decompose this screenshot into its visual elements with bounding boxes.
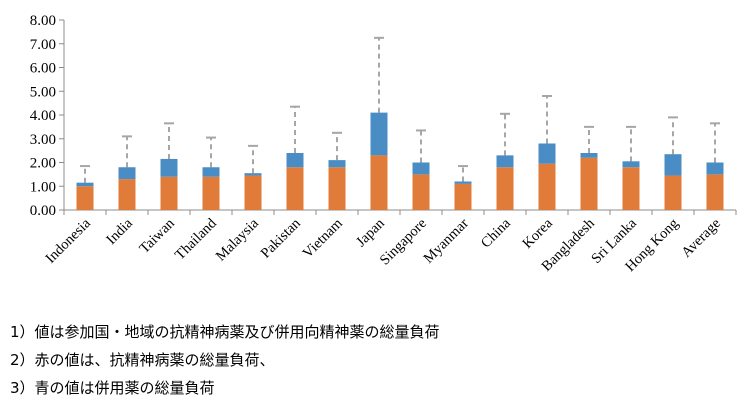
bar-concomitant bbox=[538, 143, 556, 164]
x-category-label: Singapore bbox=[377, 216, 430, 269]
bar-concomitant bbox=[76, 182, 94, 187]
footnotes: 1）値は参加国・地域の抗精神病薬及び併用向精神薬の総量負荷 2）赤の値は、抗精神… bbox=[10, 318, 740, 402]
x-category-label: Pakistan bbox=[258, 215, 305, 262]
bar-antipsychotic bbox=[580, 157, 598, 210]
bar-antipsychotic bbox=[622, 167, 640, 210]
footnote-3: 3）青の値は併用薬の総量負荷 bbox=[10, 379, 215, 397]
x-category-label: Korea bbox=[519, 215, 556, 252]
bar-concomitant bbox=[706, 162, 724, 175]
bar-antipsychotic bbox=[244, 175, 262, 210]
bar-antipsychotic bbox=[706, 174, 724, 210]
footnote-2: 2）赤の値は、抗精神病薬の総量負荷、 bbox=[10, 351, 275, 369]
bar-antipsychotic bbox=[454, 183, 472, 210]
bar-concomitant bbox=[496, 155, 514, 168]
x-category-label: China bbox=[478, 215, 514, 251]
x-category-label: Indonesia bbox=[43, 215, 95, 267]
y-tick-label: 6.00 bbox=[30, 61, 56, 77]
bar-concomitant bbox=[370, 112, 388, 156]
y-tick-label: 5.00 bbox=[30, 84, 56, 100]
bar-antipsychotic bbox=[496, 167, 514, 210]
bar-antipsychotic bbox=[538, 163, 556, 210]
y-tick-label: 2.00 bbox=[30, 156, 56, 172]
y-tick-label: 4.00 bbox=[30, 108, 56, 124]
bar-antipsychotic bbox=[286, 167, 304, 210]
y-tick-label: 1.00 bbox=[30, 179, 56, 195]
x-category-label: India bbox=[103, 215, 136, 248]
y-tick-label: 3.00 bbox=[30, 132, 56, 148]
bar-antipsychotic bbox=[160, 176, 178, 210]
x-category-label: Vietnam bbox=[300, 215, 347, 262]
x-category-label: Malaysia bbox=[213, 215, 262, 264]
bar-antipsychotic bbox=[328, 167, 346, 210]
x-category-label: Thailand bbox=[172, 215, 220, 263]
x-axis-category-labels: Indonesia India TaiwanThailandMalaysiaPaki… bbox=[43, 215, 724, 275]
bar-antipsychotic bbox=[664, 175, 682, 210]
bar-concomitant bbox=[580, 153, 598, 158]
bar-antipsychotic bbox=[76, 186, 94, 210]
bar-concomitant bbox=[664, 154, 682, 176]
bar-concomitant bbox=[412, 162, 430, 175]
y-axis-tick-labels: 0.00 1.00 2.00 3.00 4.00 5.00 6.00 7.00 8.00 bbox=[30, 13, 56, 219]
y-tick-label: 0.00 bbox=[30, 203, 56, 219]
bar-concomitant bbox=[160, 158, 178, 177]
bars bbox=[76, 112, 724, 210]
x-category-label: Japan bbox=[353, 215, 388, 250]
bar-antipsychotic bbox=[118, 179, 136, 210]
error-bars bbox=[80, 36, 720, 183]
bar-antipsychotic bbox=[202, 176, 220, 210]
bar-concomitant bbox=[328, 160, 346, 168]
x-category-label: Myanmar bbox=[421, 215, 472, 266]
y-tick-label: 7.00 bbox=[30, 37, 56, 53]
bar-antipsychotic bbox=[412, 174, 430, 210]
bar-concomitant bbox=[118, 167, 136, 180]
y-tick-label: 8.00 bbox=[30, 13, 56, 29]
bar-concomitant bbox=[622, 161, 640, 168]
stacked-bar-chart: 0.00 1.00 2.00 3.00 4.00 5.00 6.00 7.00 8.00 Ind… bbox=[30, 13, 737, 275]
bar-concomitant bbox=[286, 153, 304, 168]
bar-concomitant bbox=[244, 173, 262, 176]
x-category-label: Average bbox=[679, 216, 724, 261]
footnote-1: 1）値は参加国・地域の抗精神病薬及び併用向精神薬の総量負荷 bbox=[10, 323, 440, 341]
bar-antipsychotic bbox=[370, 155, 388, 210]
bar-concomitant bbox=[202, 167, 220, 177]
bar-concomitant bbox=[454, 181, 472, 184]
